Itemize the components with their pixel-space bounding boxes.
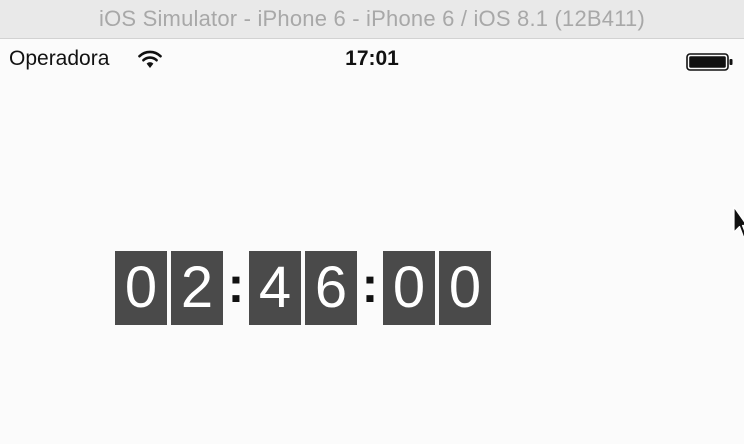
simulator-title-bar[interactable]: iOS Simulator - iPhone 6 - iPhone 6 / iO… [0, 0, 744, 39]
minutes-tens-digit: 4 [249, 251, 301, 325]
wifi-icon [138, 50, 162, 68]
seconds-ones-digit: 0 [439, 251, 491, 325]
carrier-label: Operadora [9, 47, 110, 70]
window-title: iOS Simulator - iPhone 6 - iPhone 6 / iO… [99, 6, 645, 31]
battery-full-icon [686, 53, 733, 71]
countdown-timer: 0 2 : 4 6 : 0 0 [115, 251, 491, 325]
hours-ones-digit: 2 [171, 251, 223, 325]
minutes-ones-digit: 6 [305, 251, 357, 325]
mouse-cursor-icon [733, 206, 744, 238]
seconds-tens-digit: 0 [383, 251, 435, 325]
hours-tens-digit: 0 [115, 251, 167, 325]
ios-status-bar: Operadora 17:01 [0, 39, 744, 79]
status-clock: 17:01 [345, 47, 399, 70]
minutes-seconds-separator: : [361, 257, 379, 313]
hours-minutes-separator: : [227, 257, 245, 313]
